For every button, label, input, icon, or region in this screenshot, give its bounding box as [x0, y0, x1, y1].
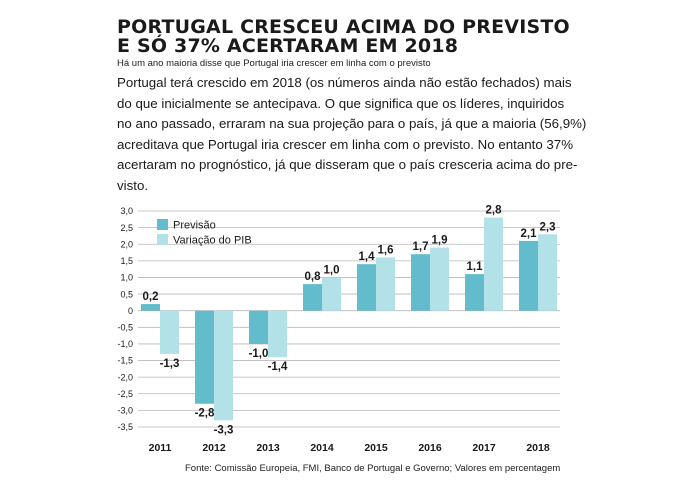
x-category-label: 2017: [472, 442, 496, 454]
data-label-previsao: 1,1: [467, 261, 484, 273]
bar-variacao: [538, 234, 557, 311]
data-label-previsao: 0,8: [305, 271, 322, 283]
source-note: Fonte: Comissão Europeia, FMI, Banco de …: [185, 463, 561, 474]
y-tick-label: 2,5: [120, 223, 133, 233]
bar-previsao: [141, 304, 160, 311]
x-category-label: 2012: [202, 442, 226, 454]
bar-previsao: [519, 240, 538, 311]
data-label-variacao: -1,4: [268, 361, 288, 373]
data-label-previsao: -1,0: [249, 348, 269, 360]
data-label-variacao: 1,6: [378, 245, 394, 257]
y-tick-label: -2,0: [117, 372, 133, 382]
bar-previsao: [195, 310, 214, 404]
x-category-label: 2018: [526, 442, 550, 454]
body-line: acertaram no prognóstico, já que dissera…: [117, 157, 578, 172]
subtitle: Há um ano maioria disse que Portugal iri…: [117, 58, 431, 69]
legend-swatch-previsao: [157, 219, 168, 230]
headline-line-2: E SÓ 37% ACERTARAM EM 2018: [117, 35, 459, 57]
bar-variacao: [322, 277, 341, 311]
y-tick-label: -1,0: [117, 339, 133, 349]
bar-previsao: [303, 284, 322, 311]
article-body: Portugal terá crescido em 2018 (os númer…: [117, 73, 587, 196]
legend-label-variacao: Variação do PIB: [173, 235, 252, 247]
data-label-previsao: 2,1: [521, 228, 538, 240]
bar-previsao: [357, 264, 376, 311]
y-tick-label: 1,0: [120, 273, 133, 283]
data-label-variacao: -1,3: [160, 358, 180, 370]
x-category-label: 2014: [310, 442, 334, 454]
data-label-previsao: 1,4: [359, 251, 376, 263]
x-category-label: 2015: [364, 442, 388, 454]
headline: PORTUGAL CRESCEU ACIMA DO PREVISTO E SÓ …: [117, 18, 657, 56]
data-label-variacao: 1,0: [324, 264, 340, 276]
bar-variacao: [214, 310, 233, 421]
y-tick-label: 1,5: [120, 256, 133, 266]
y-tick-label: 0,5: [120, 289, 133, 299]
bar-variacao: [484, 217, 503, 311]
y-tick-label: 3,0: [120, 206, 133, 216]
y-tick-label: -0,5: [117, 323, 133, 333]
y-tick-label: -1,5: [117, 356, 133, 366]
y-tick-label: -3,5: [117, 422, 133, 432]
body-line: do que inicialmente se antecipava. O que…: [117, 95, 565, 111]
x-category-label: 2013: [256, 442, 280, 454]
legend-swatch-variacao: [157, 234, 168, 245]
y-tick-label: 0: [128, 306, 133, 316]
data-label-previsao: 1,7: [413, 241, 429, 253]
body-line: acreditava que Portugal iria crescer em …: [117, 136, 574, 152]
body-line: visto.: [117, 177, 149, 193]
data-label-variacao: 2,8: [486, 205, 503, 217]
x-category-label: 2016: [418, 442, 442, 454]
headline-line-1: PORTUGAL CRESCEU ACIMA DO PREVISTO: [117, 16, 570, 38]
data-label-previsao: -2,8: [195, 408, 215, 420]
bar-variacao: [430, 247, 449, 311]
bar-variacao: [376, 257, 395, 311]
data-label-variacao: 1,9: [432, 235, 448, 247]
y-tick-label: -3,0: [117, 406, 133, 416]
y-tick-label: 2,0: [120, 239, 133, 249]
legend-label-previsao: Previsão: [173, 220, 216, 232]
bar-variacao: [268, 310, 287, 358]
y-tick-label: -2,5: [117, 389, 133, 399]
x-category-label: 2011: [149, 442, 172, 454]
bar-previsao: [465, 274, 484, 311]
data-label-variacao: -3,3: [214, 424, 234, 436]
data-label-variacao: 2,3: [540, 221, 556, 233]
bar-previsao: [411, 254, 430, 311]
data-label-previsao: 0,2: [143, 291, 159, 303]
body-line: no ano passado, erraram na sua projeção …: [117, 116, 587, 131]
bar-previsao: [249, 310, 268, 344]
body-line: Portugal terá crescido em 2018 (os númer…: [117, 75, 572, 90]
bar-variacao: [160, 310, 179, 354]
